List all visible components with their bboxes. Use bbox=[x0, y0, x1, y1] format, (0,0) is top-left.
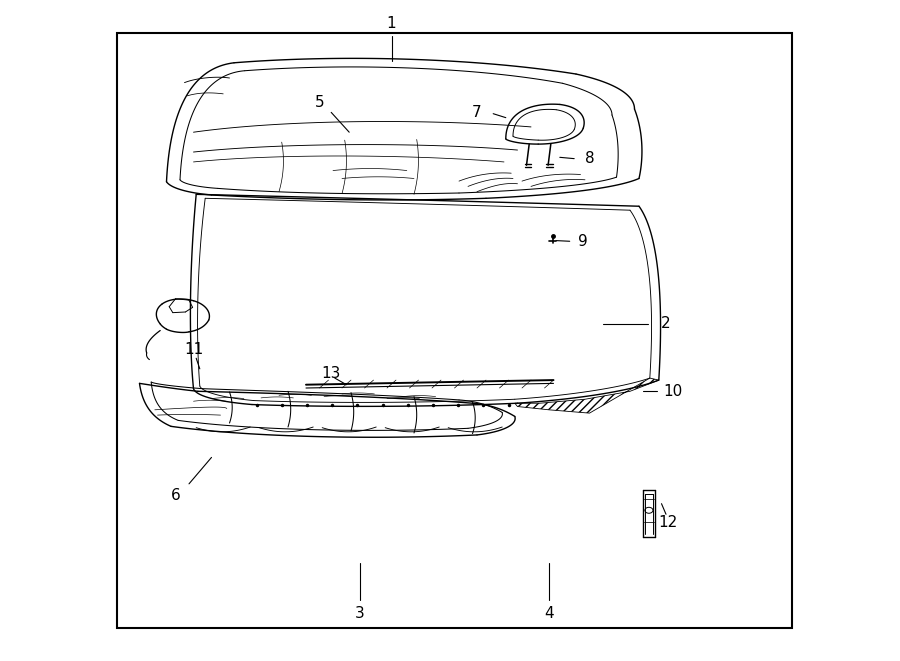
Text: 6: 6 bbox=[171, 488, 180, 503]
Text: 4: 4 bbox=[544, 606, 554, 621]
Text: 2: 2 bbox=[662, 317, 670, 331]
Text: 3: 3 bbox=[356, 606, 364, 621]
Text: 10: 10 bbox=[663, 384, 683, 399]
Text: 11: 11 bbox=[184, 342, 203, 356]
Text: 8: 8 bbox=[585, 151, 594, 166]
Text: 12: 12 bbox=[658, 515, 678, 529]
Text: 7: 7 bbox=[472, 105, 482, 120]
Text: 1: 1 bbox=[387, 16, 396, 30]
Text: 5: 5 bbox=[315, 95, 324, 110]
Text: 9: 9 bbox=[579, 234, 588, 249]
Bar bbox=[117, 33, 792, 628]
Text: 13: 13 bbox=[321, 366, 341, 381]
